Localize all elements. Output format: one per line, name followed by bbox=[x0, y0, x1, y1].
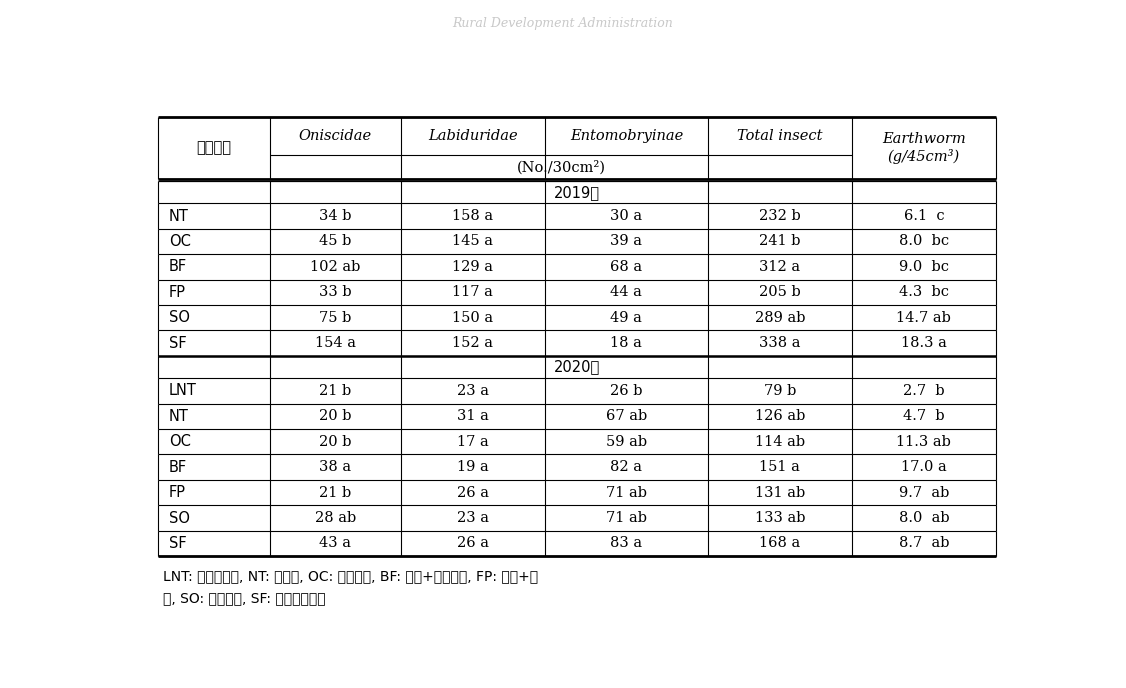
Text: OC: OC bbox=[169, 434, 190, 449]
Text: SO: SO bbox=[169, 510, 189, 526]
Text: 8.7  ab: 8.7 ab bbox=[899, 537, 949, 550]
Text: 4.3  bc: 4.3 bc bbox=[899, 286, 949, 299]
Text: 20 b: 20 b bbox=[319, 435, 351, 449]
Text: 43 a: 43 a bbox=[320, 537, 351, 550]
Text: 액비처리: 액비처리 bbox=[197, 140, 232, 155]
Text: 31 a: 31 a bbox=[457, 409, 489, 423]
Text: 18.3 a: 18.3 a bbox=[901, 336, 947, 350]
Text: 26 a: 26 a bbox=[457, 537, 489, 550]
Text: Rural Development Administration: Rural Development Administration bbox=[453, 17, 673, 30]
Text: 129 a: 129 a bbox=[453, 260, 493, 274]
Text: 17.0 a: 17.0 a bbox=[901, 460, 947, 474]
Text: 154 a: 154 a bbox=[315, 336, 356, 350]
Text: 205 b: 205 b bbox=[759, 286, 801, 299]
Text: LNT: 장기무처리, NT: 무처리, OC: 유박액비, BF: 골분+어분액비, FP: 생선+인: LNT: 장기무처리, NT: 무처리, OC: 유박액비, BF: 골분+어분… bbox=[162, 569, 538, 583]
Text: 14.7 ab: 14.7 ab bbox=[896, 311, 951, 325]
Text: 68 a: 68 a bbox=[610, 260, 643, 274]
Text: Labiduridae: Labiduridae bbox=[428, 129, 518, 143]
Text: 33 b: 33 b bbox=[319, 286, 351, 299]
Text: 338 a: 338 a bbox=[759, 336, 801, 350]
Text: 102 ab: 102 ab bbox=[311, 260, 360, 274]
Text: 289 ab: 289 ab bbox=[754, 311, 805, 325]
Text: NT: NT bbox=[169, 409, 188, 424]
Text: Entomobryinae: Entomobryinae bbox=[570, 129, 683, 143]
Text: 133 ab: 133 ab bbox=[754, 511, 805, 525]
Text: 9.7  ab: 9.7 ab bbox=[899, 486, 949, 499]
Text: 49 a: 49 a bbox=[610, 311, 642, 325]
Text: 18 a: 18 a bbox=[610, 336, 642, 350]
Text: 8.0  bc: 8.0 bc bbox=[899, 235, 949, 248]
Text: 11.3 ab: 11.3 ab bbox=[896, 435, 951, 449]
Text: Earthworm
(g/45cm³): Earthworm (g/45cm³) bbox=[882, 132, 966, 164]
Text: 26 b: 26 b bbox=[610, 384, 643, 398]
Text: 6.1  c: 6.1 c bbox=[903, 209, 945, 223]
Text: SO: SO bbox=[169, 310, 189, 325]
Text: NT: NT bbox=[169, 208, 188, 224]
Text: 71 ab: 71 ab bbox=[606, 486, 646, 499]
Text: 59 ab: 59 ab bbox=[606, 435, 647, 449]
Text: LNT: LNT bbox=[169, 383, 197, 398]
Text: 168 a: 168 a bbox=[759, 537, 801, 550]
Text: 23 a: 23 a bbox=[457, 511, 489, 525]
Text: Oniscidae: Oniscidae bbox=[298, 129, 372, 143]
Text: 21 b: 21 b bbox=[320, 384, 351, 398]
Text: 28 ab: 28 ab bbox=[315, 511, 356, 525]
Text: 23 a: 23 a bbox=[457, 384, 489, 398]
Text: 9.0  bc: 9.0 bc bbox=[899, 260, 949, 274]
Text: Total insect: Total insect bbox=[738, 129, 823, 143]
Text: 82 a: 82 a bbox=[610, 460, 642, 474]
Text: 2020년: 2020년 bbox=[554, 360, 600, 374]
Text: 67 ab: 67 ab bbox=[606, 409, 647, 423]
Text: 232 b: 232 b bbox=[759, 209, 801, 223]
Text: 26 a: 26 a bbox=[457, 486, 489, 499]
Text: 2.7  b: 2.7 b bbox=[903, 384, 945, 398]
Text: 17 a: 17 a bbox=[457, 435, 489, 449]
Text: FP: FP bbox=[169, 285, 186, 300]
Text: BF: BF bbox=[169, 259, 187, 275]
Text: 131 ab: 131 ab bbox=[754, 486, 805, 499]
Text: 117 a: 117 a bbox=[453, 286, 493, 299]
Text: 산, SO: 깨뉵액비, SF: 불가사리액비: 산, SO: 깨뉵액비, SF: 불가사리액비 bbox=[162, 592, 325, 605]
Text: 114 ab: 114 ab bbox=[754, 435, 805, 449]
Text: SF: SF bbox=[169, 336, 186, 351]
Text: 45 b: 45 b bbox=[320, 235, 351, 248]
Text: 71 ab: 71 ab bbox=[606, 511, 646, 525]
Text: 30 a: 30 a bbox=[610, 209, 643, 223]
Text: 20 b: 20 b bbox=[319, 409, 351, 423]
Text: 34 b: 34 b bbox=[319, 209, 351, 223]
Text: 79 b: 79 b bbox=[763, 384, 796, 398]
Text: SF: SF bbox=[169, 536, 186, 551]
Text: 126 ab: 126 ab bbox=[754, 409, 805, 423]
Text: 241 b: 241 b bbox=[759, 235, 801, 248]
Text: 38 a: 38 a bbox=[320, 460, 351, 474]
Text: 44 a: 44 a bbox=[610, 286, 642, 299]
Text: 83 a: 83 a bbox=[610, 537, 643, 550]
Text: 75 b: 75 b bbox=[320, 311, 351, 325]
Text: 150 a: 150 a bbox=[453, 311, 493, 325]
Text: FP: FP bbox=[169, 485, 186, 500]
Text: OC: OC bbox=[169, 234, 190, 249]
Text: 145 a: 145 a bbox=[453, 235, 493, 248]
Text: 21 b: 21 b bbox=[320, 486, 351, 499]
Text: 312 a: 312 a bbox=[759, 260, 801, 274]
Text: 4.7  b: 4.7 b bbox=[903, 409, 945, 423]
Text: (No./30cm²): (No./30cm²) bbox=[517, 160, 606, 174]
Text: 8.0  ab: 8.0 ab bbox=[899, 511, 949, 525]
Text: 39 a: 39 a bbox=[610, 235, 642, 248]
Text: 152 a: 152 a bbox=[453, 336, 493, 350]
Text: 151 a: 151 a bbox=[759, 460, 801, 474]
Text: 19 a: 19 a bbox=[457, 460, 489, 474]
Text: 158 a: 158 a bbox=[453, 209, 493, 223]
Text: BF: BF bbox=[169, 460, 187, 475]
Text: 2019년: 2019년 bbox=[554, 184, 600, 200]
